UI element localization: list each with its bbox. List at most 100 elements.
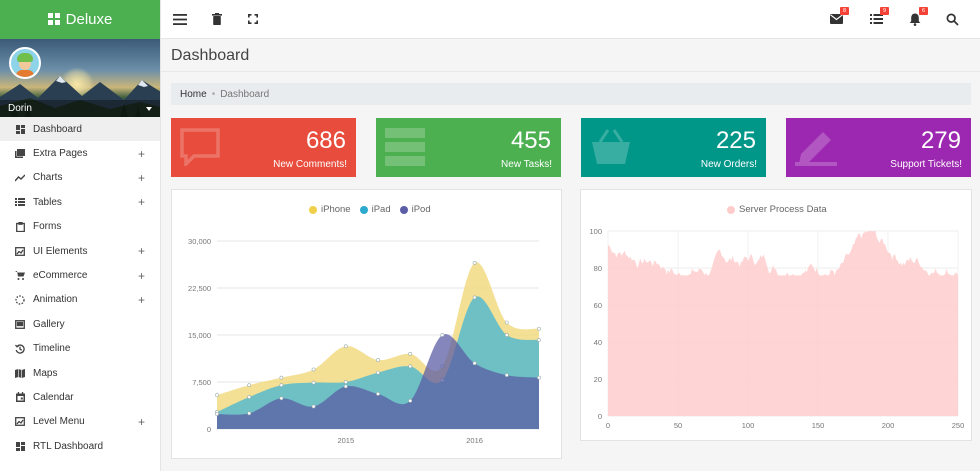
- sidebar-item-charts[interactable]: Charts +: [0, 166, 160, 190]
- brand-logo[interactable]: Deluxe: [0, 0, 160, 39]
- y-tick-label: 0: [598, 412, 602, 421]
- stat-card-tasks[interactable]: 455 New Tasks!: [376, 118, 561, 177]
- dashboard-grid-icon: [47, 13, 61, 26]
- history-icon: [15, 344, 25, 354]
- sidebar-item-animation[interactable]: Animation +: [0, 288, 160, 312]
- expand-plus-icon[interactable]: +: [137, 292, 145, 307]
- stat-card-orders[interactable]: 225 New Orders!: [581, 118, 766, 177]
- x-tick-label: 2016: [466, 436, 483, 445]
- sidebar-item-label: Maps: [33, 367, 58, 379]
- sidebar-item-timeline[interactable]: Timeline: [0, 337, 160, 361]
- expand-plus-icon[interactable]: +: [137, 414, 145, 429]
- data-point: [343, 380, 348, 384]
- data-point: [376, 392, 380, 396]
- data-point: [537, 326, 541, 331]
- data-point: [343, 344, 348, 349]
- y-tick-label: 15,000: [188, 331, 211, 340]
- sidebar-item-label: Level Menu: [33, 416, 85, 428]
- caret-down-icon[interactable]: [146, 106, 152, 111]
- sidebar-item-maps[interactable]: Maps: [0, 361, 160, 385]
- breadcrumb-home-link[interactable]: Home: [180, 88, 207, 100]
- y-tick-label: 0: [207, 425, 211, 434]
- data-point: [376, 370, 380, 375]
- brand-name: Deluxe: [65, 11, 113, 28]
- chart-line-icon: [15, 173, 25, 183]
- hamburger-menu-icon[interactable]: [172, 11, 188, 27]
- search-icon[interactable]: [944, 11, 960, 27]
- sidebar-item-label: eCommerce: [33, 270, 88, 282]
- expand-plus-icon[interactable]: +: [137, 244, 145, 259]
- sidebar-item-level-menu[interactable]: Level Menu +: [0, 410, 160, 434]
- y-tick-label: 7,500: [192, 378, 211, 387]
- data-point: [343, 384, 348, 389]
- breadcrumb-current: Dashboard: [220, 88, 270, 100]
- top-bar: 8 9 6: [161, 0, 980, 39]
- legend-item-server-process[interactable]: Server Process Data: [727, 204, 827, 215]
- breadcrumb: Home • Dashboard: [171, 83, 971, 105]
- table-icon: [15, 197, 25, 207]
- stat-card-comments[interactable]: 686 New Comments!: [171, 118, 356, 177]
- sidebar-item-label: RTL Dashboard: [33, 440, 104, 452]
- server-area-chart: 0 20 40 60 80 100 0 50 100 150 200 250: [589, 227, 965, 430]
- x-tick-label: 250: [952, 421, 965, 430]
- legend-item-iphone[interactable]: iPhone: [309, 204, 351, 215]
- legend-item-ipod[interactable]: iPod: [399, 204, 431, 215]
- sidebar-item-forms[interactable]: Forms: [0, 215, 160, 239]
- tasks-icon: [385, 128, 425, 166]
- expand-plus-icon[interactable]: +: [137, 195, 145, 210]
- task-list-icon[interactable]: 9: [868, 7, 889, 27]
- stat-card-tickets[interactable]: 279 Support Tickets!: [786, 118, 971, 177]
- sidebar-item-ui-elements[interactable]: UI Elements +: [0, 239, 160, 263]
- expand-plus-icon[interactable]: +: [137, 146, 145, 161]
- sidebar-item-calendar[interactable]: Calendar: [0, 385, 160, 409]
- data-point: [376, 358, 380, 362]
- expand-plus-icon[interactable]: +: [137, 170, 145, 185]
- profile-user-bar[interactable]: Dorin: [0, 100, 160, 117]
- stat-value: 225: [715, 127, 756, 154]
- server-chart-panel: Server Process Data 0 20 40 60 80 100 0 50 100 15…: [580, 189, 972, 441]
- data-point: [472, 361, 477, 366]
- page-title: Dashboard: [171, 47, 250, 64]
- y-tick-label: 22,500: [188, 284, 211, 293]
- legend-item-ipad[interactable]: iPad: [359, 204, 391, 215]
- calendar-icon: [15, 392, 25, 403]
- sidebar-item-label: UI Elements: [33, 245, 88, 257]
- sidebar-item-gallery[interactable]: Gallery: [0, 312, 160, 336]
- profile-banner: Dorin: [0, 39, 160, 117]
- pencil-icon: [795, 132, 837, 166]
- ui-elements-icon: [15, 246, 25, 256]
- chart-legend: Server Process Data: [727, 204, 836, 215]
- data-point: [472, 295, 477, 300]
- data-point: [504, 333, 509, 337]
- sales-area-chart: 0 7,500 15,000 22,500 30,000 2015 2016: [188, 237, 541, 445]
- sidebar-item-label: Dashboard: [33, 123, 82, 135]
- expand-plus-icon[interactable]: +: [137, 268, 145, 283]
- stat-value: 686: [305, 127, 346, 154]
- x-tick-label: 0: [606, 421, 610, 430]
- fullscreen-icon[interactable]: [245, 11, 261, 27]
- mail-icon[interactable]: 8: [828, 7, 849, 27]
- bell-icon[interactable]: 6: [907, 7, 928, 27]
- sidebar-item-extra-pages[interactable]: Extra Pages +: [0, 141, 160, 165]
- x-tick-label: 200: [882, 421, 895, 430]
- profile-user-name: Dorin: [8, 103, 32, 114]
- data-point: [311, 380, 316, 385]
- y-tick-label: 60: [594, 301, 602, 310]
- sidebar-item-dashboard[interactable]: Dashboard: [0, 117, 160, 142]
- data-point: [408, 351, 413, 356]
- stat-label: New Orders!: [700, 159, 757, 170]
- trash-icon[interactable]: [209, 11, 225, 27]
- sidebar-item-label: Forms: [33, 221, 62, 233]
- avatar[interactable]: [9, 47, 41, 79]
- gallery-icon: [15, 319, 25, 329]
- area-series-ipod: [217, 334, 539, 429]
- clipboard-icon: [15, 221, 25, 232]
- pages-icon: [15, 149, 25, 159]
- y-tick-label: 80: [594, 264, 602, 273]
- sidebar-item-rtl-dashboard[interactable]: RTL Dashboard: [0, 434, 160, 458]
- sidebar-item-ecommerce[interactable]: eCommerce +: [0, 263, 160, 287]
- sidebar-item-label: Charts: [33, 172, 63, 184]
- data-point: [440, 333, 445, 337]
- cart-icon: [15, 271, 25, 281]
- sidebar-item-tables[interactable]: Tables +: [0, 190, 160, 214]
